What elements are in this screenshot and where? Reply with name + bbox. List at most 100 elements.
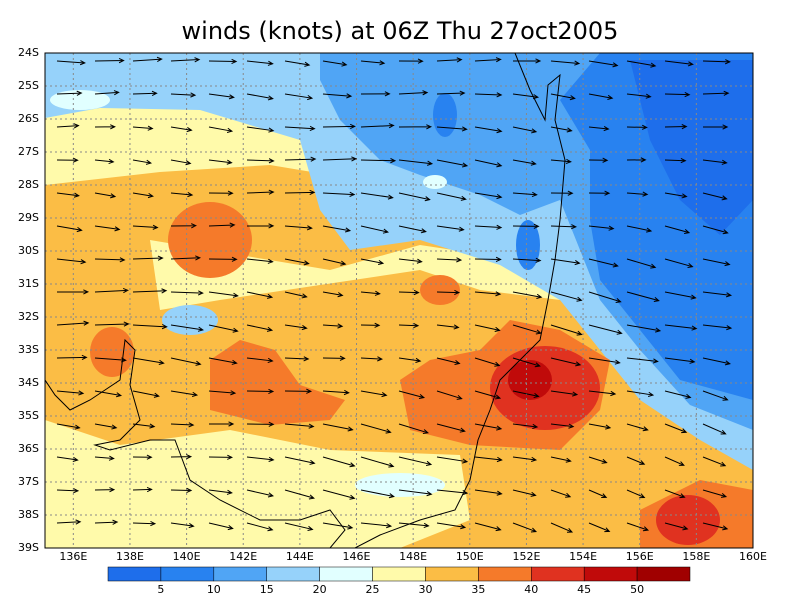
y-tick-label: 35S — [18, 409, 39, 422]
wind-arrow — [56, 225, 83, 233]
wind-arrow — [626, 522, 650, 532]
wind-arrow — [246, 60, 274, 66]
wind-arrow — [512, 357, 541, 368]
wind-arrow — [132, 324, 168, 330]
wind-arrow — [132, 454, 153, 460]
wind-arrow — [512, 423, 539, 430]
wind-arrow — [436, 456, 469, 464]
wind-arrow — [626, 489, 646, 499]
wind-arrow — [550, 357, 582, 367]
wind-arrow — [56, 289, 90, 295]
field-region — [50, 90, 110, 110]
coastline — [45, 338, 346, 548]
wind-arrow — [436, 225, 465, 232]
wind-arrow — [512, 159, 537, 166]
wind-arrows — [56, 56, 733, 533]
wind-arrow — [94, 257, 126, 263]
y-tick-label: 28S — [18, 178, 39, 191]
field-region — [656, 495, 720, 545]
field-region — [90, 327, 134, 377]
wind-arrow — [208, 421, 235, 427]
wind-arrow — [436, 522, 467, 530]
wind-arrow — [360, 456, 395, 468]
wind-arrow — [170, 223, 197, 229]
wind-arrow — [170, 290, 204, 296]
wind-arrow — [322, 355, 346, 361]
wind-arrow — [132, 125, 154, 131]
wind-arrow — [246, 522, 274, 532]
wind-arrow — [626, 357, 659, 364]
wind-arrow — [94, 90, 120, 96]
wind-arrow — [512, 223, 540, 229]
wind-arrow — [512, 126, 538, 134]
wind-arrow — [436, 90, 466, 96]
wind-arrow — [208, 126, 234, 133]
wind-arrow — [664, 423, 688, 434]
wind-arrow — [626, 124, 648, 130]
y-tick-label: 25S — [18, 79, 39, 92]
wind-arrow — [56, 192, 80, 198]
wind-arrow — [512, 58, 542, 64]
wind-arrow — [550, 126, 573, 133]
wind-arrow — [588, 357, 621, 365]
wind-arrow — [94, 58, 125, 64]
wind-arrow — [360, 390, 388, 398]
wind-arrow — [360, 123, 395, 129]
wind-arrow — [474, 224, 503, 230]
wind-arrow — [246, 291, 274, 299]
wind-arrow — [322, 156, 358, 162]
wind-arrow — [436, 289, 461, 296]
wind-arrow — [436, 257, 463, 263]
wind-arrow — [550, 93, 576, 101]
x-tick-label: 138E — [116, 550, 144, 563]
wind-field — [45, 53, 753, 548]
wind-arrow — [398, 522, 430, 529]
wind-arrow — [284, 388, 313, 394]
wind-arrow — [94, 487, 116, 493]
wind-arrow — [550, 489, 572, 498]
wind-arrow — [360, 489, 395, 499]
wind-arrow — [322, 389, 350, 396]
wind-arrow — [398, 489, 433, 497]
wind-arrow — [474, 57, 502, 63]
wind-arrow — [56, 519, 82, 525]
wind-arrow — [474, 357, 501, 367]
x-tick-label: 154E — [569, 550, 597, 563]
wind-arrow — [246, 357, 274, 364]
colorbar-label: 45 — [577, 583, 591, 596]
wind-arrow — [360, 322, 381, 328]
wind-arrow — [664, 91, 691, 98]
wind-arrow — [170, 57, 201, 63]
wind-arrow — [550, 456, 572, 463]
wind-arrow — [398, 58, 424, 64]
wind-arrow — [664, 192, 688, 199]
x-tick-label: 148E — [399, 550, 427, 563]
wind-arrow — [588, 456, 608, 464]
wind-arrow — [550, 423, 575, 429]
wind-arrow — [208, 454, 234, 460]
wind-arrow — [360, 225, 389, 234]
wind-arrow — [284, 189, 316, 196]
wind-arrow — [664, 157, 687, 164]
wind-arrow — [474, 92, 503, 98]
wind-arrow — [284, 324, 308, 331]
wind-arrow — [436, 390, 463, 400]
wind-arrow — [246, 456, 275, 462]
wind-arrow — [474, 489, 503, 496]
wind-arrow — [246, 324, 274, 332]
wind-arrow — [208, 489, 233, 495]
y-tick-label: 39S — [18, 541, 39, 554]
wind-arrow — [170, 522, 195, 529]
wind-arrow — [626, 93, 652, 99]
wind-arrow — [512, 522, 538, 533]
wind-arrow — [702, 258, 731, 267]
field-region — [508, 360, 552, 400]
wind-arrow — [132, 192, 154, 199]
wind-arrow — [170, 390, 199, 397]
wind-arrow — [626, 423, 649, 432]
wind-arrow — [94, 225, 121, 232]
colorbar-box — [478, 566, 532, 582]
wind-arrow — [284, 489, 315, 500]
wind-arrow — [626, 157, 647, 163]
wind-arrow — [284, 60, 311, 67]
